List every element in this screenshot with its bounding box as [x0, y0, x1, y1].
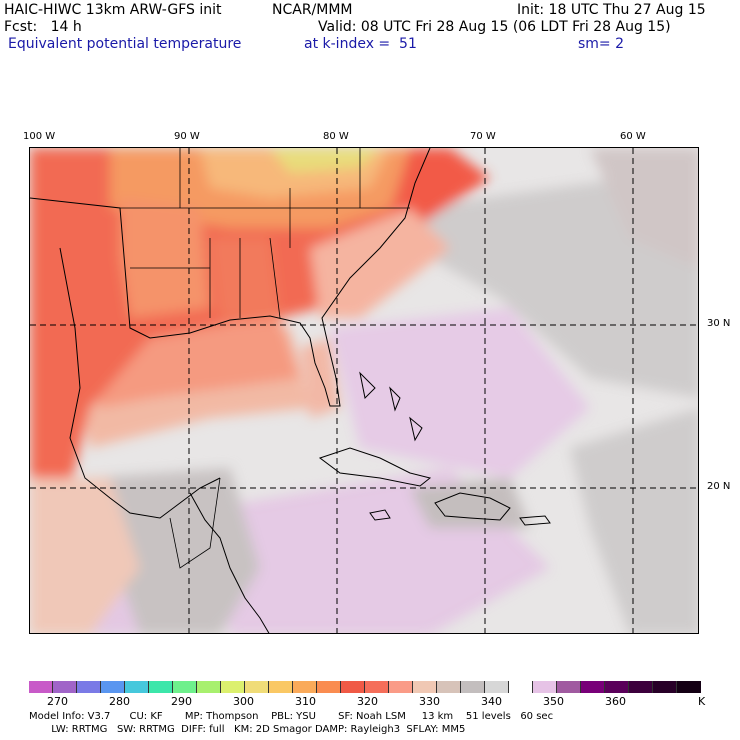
colorbar-swatch	[221, 681, 245, 693]
valid-time: Valid: 08 UTC Fri 28 Aug 15 (06 LDT Fri …	[318, 19, 671, 35]
field-name: Equivalent potential temperature	[8, 36, 242, 52]
colorbar-swatch	[653, 681, 677, 693]
colorbar-swatch	[245, 681, 269, 693]
lon-label: 90 W	[174, 131, 200, 142]
lon-label: 70 W	[470, 131, 496, 142]
colorbar-swatch	[677, 681, 701, 693]
smoothing-label: sm= 2	[578, 36, 625, 52]
level-label: at k-index = 51	[304, 36, 417, 52]
colorbar-tick: 290	[171, 695, 192, 708]
colorbar-swatch	[557, 681, 581, 693]
colorbar-swatch	[629, 681, 653, 693]
colorbar-swatch	[77, 681, 101, 693]
colorbar-tick: 330	[419, 695, 440, 708]
colorbar-swatch	[293, 681, 317, 693]
lat-label: 20 N	[707, 481, 731, 492]
model-info-line1: Model Info: V3.7 CU: KF MP: Thompson PBL…	[29, 711, 554, 722]
colorbar	[29, 681, 703, 693]
theta-e-field	[30, 148, 698, 633]
colorbar-swatch	[317, 681, 341, 693]
colorbar-swatch	[173, 681, 197, 693]
lon-label: 60 W	[620, 131, 646, 142]
init-time: Init: 18 UTC Thu 27 Aug 15	[517, 2, 706, 18]
colorbar-swatch	[389, 681, 413, 693]
colorbar-swatch	[365, 681, 389, 693]
colorbar-swatch	[197, 681, 221, 693]
colorbar-tick: 270	[47, 695, 68, 708]
model-title: HAIC-HIWC 13km ARW-GFS init	[4, 2, 222, 18]
colorbar-swatch	[485, 681, 509, 693]
colorbar-swatch	[437, 681, 461, 693]
colorbar-swatch	[269, 681, 293, 693]
colorbar-tick: 340	[481, 695, 502, 708]
colorbar-tick: 310	[295, 695, 316, 708]
colorbar-tick: 360	[605, 695, 626, 708]
colorbar-swatch	[53, 681, 77, 693]
center-label: NCAR/MMM	[272, 2, 353, 18]
lat-lon-grid	[30, 148, 698, 633]
colorbar-swatch	[29, 681, 53, 693]
model-info-line2: LW: RRTMG SW: RRTMG DIFF: full KM: 2D Sm…	[29, 724, 466, 735]
political-borders	[120, 148, 410, 569]
colorbar-swatch	[509, 681, 533, 693]
colorbar-tick: 320	[357, 695, 378, 708]
colorbar-swatch	[149, 681, 173, 693]
colorbar-swatch	[413, 681, 437, 693]
lon-label: 100 W	[23, 131, 56, 142]
colorbar-swatch	[341, 681, 365, 693]
lon-label: 80 W	[323, 131, 349, 142]
colorbar-swatch	[605, 681, 629, 693]
map-panel	[29, 147, 699, 634]
coastlines	[30, 148, 551, 633]
colorbar-swatch	[125, 681, 149, 693]
forecast-hour: Fcst: 14 h	[4, 19, 82, 35]
lat-label: 30 N	[707, 318, 731, 329]
colorbar-swatch	[461, 681, 485, 693]
colorbar-swatch	[101, 681, 125, 693]
colorbar-swatch	[581, 681, 605, 693]
colorbar-tick: 280	[109, 695, 130, 708]
colorbar-tick: 300	[233, 695, 254, 708]
colorbar-swatch	[533, 681, 557, 693]
colorbar-units: K	[698, 695, 706, 708]
colorbar-tick: 350	[543, 695, 564, 708]
